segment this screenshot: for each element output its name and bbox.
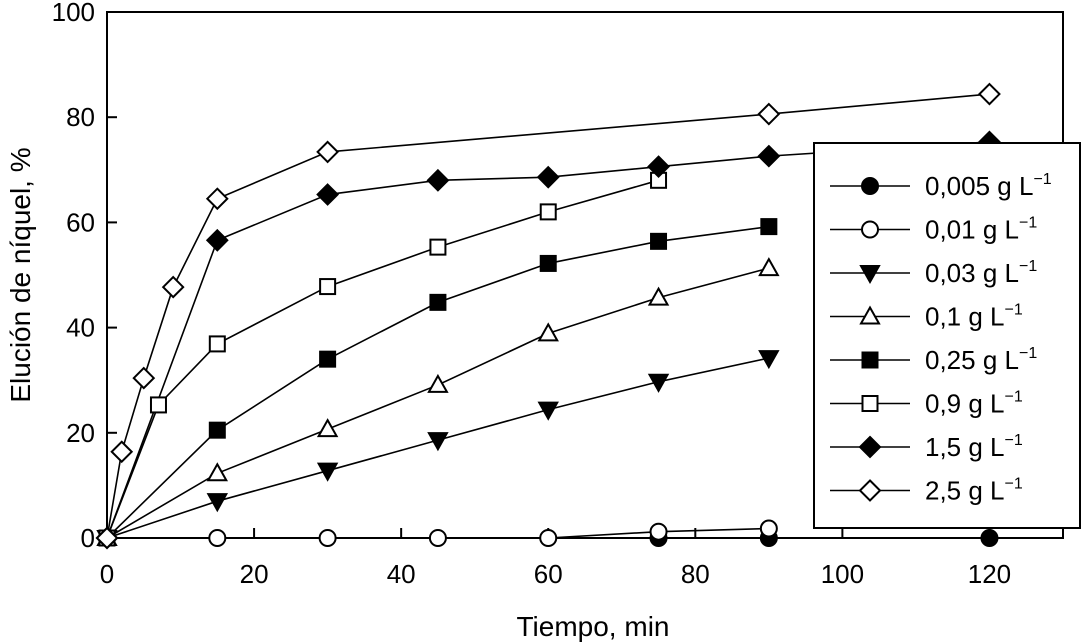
series-3-point: [758, 257, 780, 277]
y-axis-title: Elución de níquel, %: [5, 147, 36, 402]
y-tick-label: 100: [52, 0, 95, 27]
series-6-point: [316, 183, 340, 206]
x-tick-label: 60: [534, 559, 563, 589]
series-5-point: [149, 396, 167, 414]
y-tick-label: 40: [66, 313, 95, 343]
series-7-point: [161, 275, 185, 299]
series-4-point: [319, 350, 337, 368]
series-2-point: [427, 432, 449, 452]
series-6-point: [647, 155, 670, 179]
series-1-point: [649, 522, 668, 541]
series-1-point: [428, 529, 447, 547]
x-tick-label: 40: [387, 559, 416, 589]
series-5-point: [539, 203, 557, 221]
y-tick-label: 80: [66, 102, 95, 132]
series-line-5: [106, 179, 659, 539]
series-1-point: [318, 529, 337, 547]
legend-label: 0,01 g L−1: [925, 215, 1037, 245]
series-2-point: [537, 401, 559, 421]
series-7-point: [757, 102, 781, 126]
series-6-point: [426, 168, 450, 192]
series-0-point: [980, 529, 999, 547]
y-tick-label: 0: [81, 523, 95, 553]
series-4-point: [539, 254, 557, 272]
legend-marker: [859, 305, 881, 325]
legend-marker: [858, 435, 882, 459]
series-1-point: [208, 529, 227, 547]
legend-label: 0,03 g L−1: [925, 258, 1037, 288]
series-line-6: [106, 141, 990, 539]
series-6-point: [536, 165, 560, 189]
legend-marker: [858, 479, 882, 502]
y-tick-label: 20: [66, 418, 95, 448]
series-4-point: [208, 421, 226, 439]
y-tick-label: 60: [66, 207, 95, 237]
series-4-point: [650, 232, 668, 250]
legend-marker: [859, 265, 881, 285]
legend-marker: [861, 177, 879, 195]
x-tick-label: 120: [968, 559, 1011, 589]
series-6-point: [757, 144, 781, 168]
series-3-point: [316, 418, 339, 438]
legend-box: [813, 142, 1081, 529]
legend: 0,005 g L−10,01 g L−10,03 g L−10,1 g L−1…: [813, 142, 1081, 529]
series-3-point: [206, 462, 229, 482]
axis-ticks: 0 20 40 60 80 100 120 0 20 40 60 80 100: [52, 0, 1012, 589]
legend-marker: [861, 351, 879, 369]
series-4-point: [429, 293, 447, 311]
series-1-point: [539, 529, 558, 547]
x-axis-title: Tiempo, min: [516, 611, 669, 642]
series-2-point: [758, 350, 780, 370]
legend-label: 0,25 g L−1: [925, 345, 1037, 375]
series-6-point: [205, 228, 229, 252]
series-4-point: [760, 218, 778, 236]
series-1-point: [759, 519, 778, 538]
series-2-point: [206, 493, 229, 513]
series-5-point: [208, 335, 226, 353]
series-5-point: [429, 238, 447, 256]
series-7-point: [978, 82, 1001, 106]
series-3-point: [537, 322, 559, 342]
series-3-point: [647, 286, 670, 306]
series-2-point: [316, 462, 339, 482]
series-2-point: [647, 373, 670, 393]
x-tick-label: 0: [100, 559, 114, 589]
legend-marker: [861, 220, 879, 239]
series-7-point: [110, 440, 134, 464]
series-7-point: [205, 187, 229, 211]
series-3-point: [427, 373, 449, 393]
series-5-point: [319, 278, 337, 296]
x-tick-label: 20: [240, 559, 269, 589]
series-7-point: [316, 140, 340, 164]
series-markers: [95, 82, 1001, 550]
x-tick-label: 100: [821, 559, 864, 589]
series-7-point: [132, 366, 156, 390]
x-tick-label: 80: [681, 559, 710, 589]
series-line-7: [106, 93, 990, 539]
legend-marker: [861, 395, 879, 412]
legend-label: 0,005 g L−1: [925, 171, 1052, 201]
series-7-point: [95, 526, 119, 550]
